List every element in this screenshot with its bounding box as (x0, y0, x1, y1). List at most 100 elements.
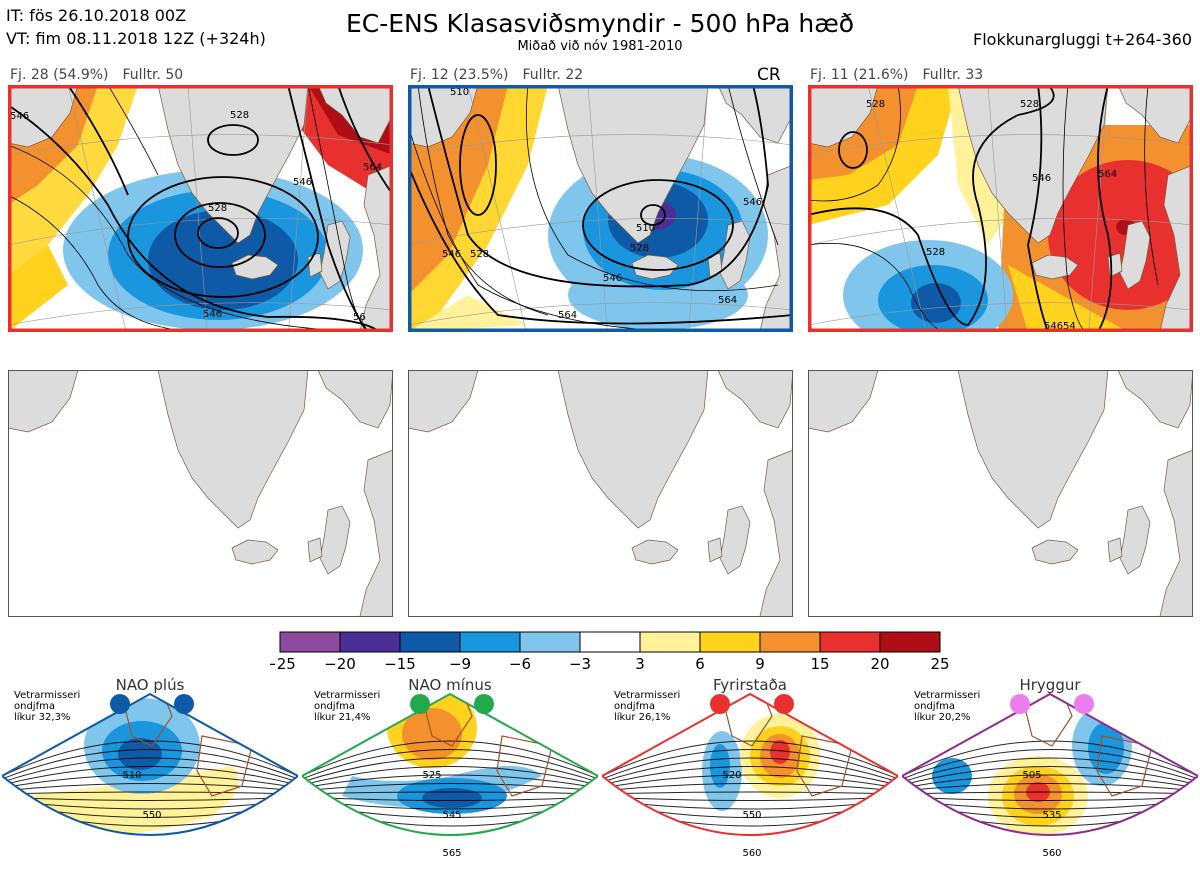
cluster-2-border (408, 85, 793, 332)
cluster-2-label: Fj. 12 (23.5%) Fulltr. 22 (410, 67, 597, 83)
cluster-3-border (808, 85, 1193, 332)
cluster-2-tag: CR (757, 65, 781, 85)
cluster-2-map: 510 546 528 510 528 546 564 564 546 (408, 85, 793, 332)
regime-info-line: ondjfma (614, 701, 655, 712)
colorbar-tick-label: 15 (810, 655, 829, 673)
colorbar-swatch (279, 631, 341, 653)
colorbar-tick-label: 25 (930, 655, 949, 673)
cluster-2-contour-label: 510 (636, 223, 655, 234)
regime-contour-label: 505 (1022, 770, 1041, 781)
regime-title: Hryggur (1019, 676, 1081, 694)
cluster-1-label: Fj. 28 (54.9%) Fulltr. 50 (10, 67, 197, 83)
cluster-3-contour-label: 54 (1063, 321, 1076, 332)
empty-map-1 (8, 370, 393, 617)
regime-contour-label: 550 (142, 810, 161, 821)
regime-info-line: ondjfma (914, 701, 955, 712)
regime-marker-dot (1074, 694, 1094, 714)
regime-map: 510 550 (2, 692, 298, 836)
cluster-3-contour-label: 546 (1032, 173, 1051, 184)
regime-border (2, 692, 298, 836)
regime-marker-dot (410, 694, 430, 714)
cluster-3-map: 528 528 546 564 528 546 54 (808, 85, 1193, 332)
regime-title: NAO plús (115, 676, 185, 694)
colorbar-swatch (639, 631, 701, 653)
colorbar-tick-label: −25 (270, 655, 296, 673)
regime-contour-label: 560 (742, 848, 761, 859)
regime-info: Vetrarmisseri ondjfma líkur 32,3% (14, 690, 80, 723)
cluster-2-contour-labels: 510 546 528 510 528 546 564 564 546 (442, 87, 762, 321)
colorbar-tick-label: −9 (449, 655, 471, 673)
regime-contour-label: 525 (422, 770, 441, 781)
regime-info: Vetrarmisseri ondjfma líkur 26,1% (614, 690, 680, 723)
cluster-1-contour-label: 528 (230, 110, 249, 121)
regime-marker-dot (110, 694, 130, 714)
regime-info-line: Vetrarmisseri (914, 690, 981, 701)
regime-border (902, 692, 1198, 836)
cluster-1-border (8, 85, 393, 332)
colorbar-swatch (759, 631, 821, 653)
regime-title: Fyrirstaða (713, 676, 787, 694)
cluster-3-contour-labels: 528 528 546 564 528 546 54 (866, 99, 1117, 332)
cluster-3-contour-label: 528 (1020, 99, 1039, 110)
cluster-3-contour-label: 528 (866, 99, 885, 110)
colorbar-swatch (579, 631, 641, 653)
cluster-3-name: Fj. 11 (21.6%) (810, 67, 909, 83)
cluster-2-contour-label: 564 (718, 295, 737, 306)
regime-panel: 510 550 NAO plús Vetrarmisseri ondjfma líkur … (2, 676, 298, 868)
regime-info-line: líkur 20,2% (914, 712, 971, 723)
regime-border (302, 692, 598, 836)
cluster-1-contour-label: 56 (353, 312, 366, 323)
cluster-2-contour-label: 546 (442, 249, 461, 260)
colorbar-swatch (879, 631, 941, 653)
regime-marker-dot (174, 694, 194, 714)
regime-info-line: líkur 26,1% (614, 712, 671, 723)
cluster-2-name: Fj. 12 (23.5%) (410, 67, 509, 83)
cluster-1-name: Fj. 28 (54.9%) (10, 67, 109, 83)
regime-marker-dot (710, 694, 730, 714)
colorbar-tick-label: 6 (695, 655, 705, 673)
regime-contour-label: 550 (742, 810, 761, 821)
colorbar-tick-label: 9 (755, 655, 765, 673)
colorbar-tick-label: −3 (569, 655, 591, 673)
regime-info-line: ondjfma (314, 701, 355, 712)
empty-map-2 (408, 370, 793, 617)
regime-map: 525 545 565 (302, 692, 598, 859)
regime-panel: 525 545 565 NAO mínus Vetrarmisseri ondjfma lí… (302, 676, 598, 868)
cluster-2-contour-label: 528 (470, 249, 489, 260)
page-subtitle: Miðað við nóv 1981-2010 (517, 39, 683, 54)
regime-info: Vetrarmisseri ondjfma líkur 21,4% (314, 690, 380, 723)
cluster-1-contour-label: 528 (208, 203, 227, 214)
cluster-1-contour-label: 546 (203, 309, 222, 320)
colorbar-swatch (399, 631, 461, 653)
colorbar-swatch (339, 631, 401, 653)
colorbar: −25 −20 −15 −9 −6 −3 3 6 9 15 20 25 (270, 631, 950, 673)
cluster-2-contour-label: 510 (450, 87, 469, 98)
regime-contour-label: 535 (1042, 810, 1061, 821)
cluster-2-rep: Fulltr. 22 (522, 67, 584, 83)
cluster-1-map: 546 528 546 528 546 564 56 (8, 85, 393, 332)
regime-contour-label: 560 (1042, 848, 1061, 859)
cluster-2-contour-label: 564 (558, 310, 577, 321)
regime-panel: 505 535 560 Hryggur Vetrarmisseri ondjfma líku… (902, 676, 1198, 868)
regime-contour-label: 545 (442, 810, 461, 821)
cluster-1-rep: Fulltr. 50 (122, 67, 184, 83)
cluster-3-contour-label: 528 (926, 247, 945, 258)
regime-contour-label: 520 (722, 770, 741, 781)
regime-info-line: Vetrarmisseri (314, 690, 381, 701)
cluster-1-contour-label: 564 (363, 162, 382, 173)
colorbar-tick-label: 20 (870, 655, 889, 673)
colorbar-tick-label: 3 (635, 655, 645, 673)
regime-info-line: líkur 21,4% (314, 712, 371, 723)
regime-map: 520 550 560 (602, 692, 898, 859)
regime-info-line: Vetrarmisseri (614, 690, 681, 701)
cluster-3-rep: Fulltr. 33 (922, 67, 984, 83)
colorbar-tick-label: −20 (324, 655, 356, 673)
cluster-1-contour-labels: 546 528 546 528 546 564 56 (10, 110, 382, 323)
regime-contour-label: 565 (442, 848, 461, 859)
regime-info-line: líkur 32,3% (14, 712, 71, 723)
regime-marker-dot (1010, 694, 1030, 714)
colorbar-tick-label: −15 (384, 655, 416, 673)
cluster-1-contour-label: 546 (293, 177, 312, 188)
colorbar-swatch (459, 631, 521, 653)
colorbar-swatch (519, 631, 581, 653)
